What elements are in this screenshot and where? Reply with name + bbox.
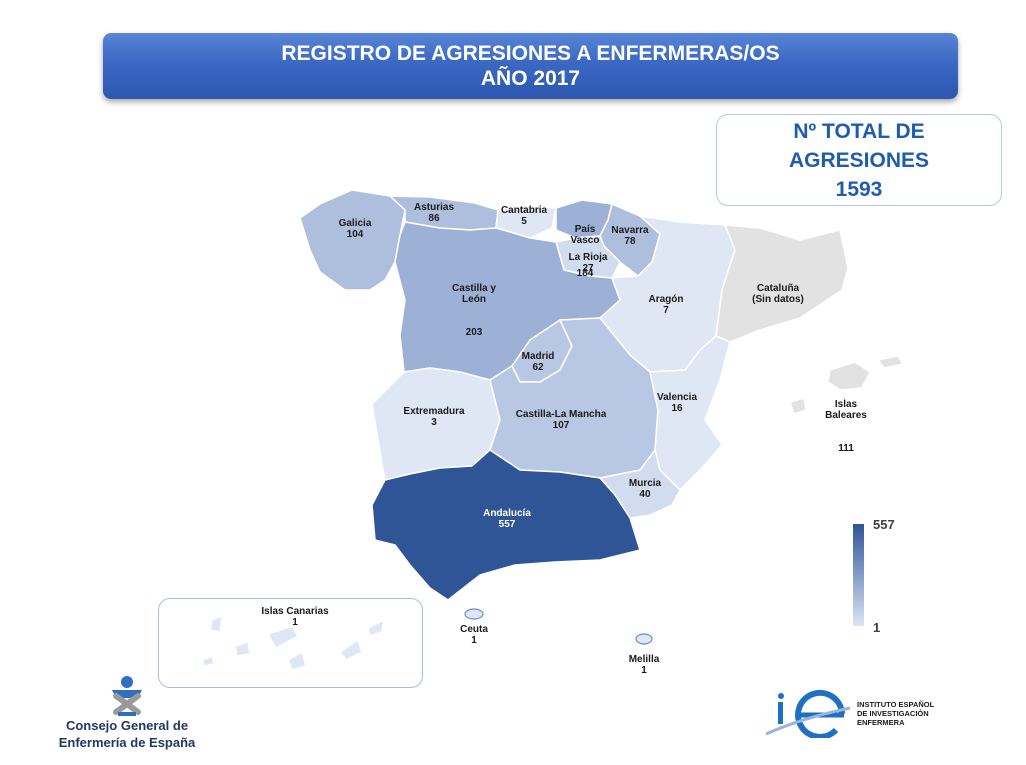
iie-name: INSTITUTO ESPAÑOL DE INVESTIGACIÓN ENFER… — [857, 700, 934, 727]
region-andalucia[interactable] — [371, 449, 641, 601]
legend-min: 1 — [873, 620, 881, 635]
region-baleares-ibiza[interactable] — [789, 397, 807, 415]
label-castilla-mancha: Castilla-La Mancha 107 — [516, 409, 607, 431]
region-canarias-5[interactable] — [287, 651, 307, 671]
andalucia-name: Andalucía — [483, 508, 531, 519]
label-castilla-leon: Castilla y León 203 — [452, 261, 496, 349]
castilla-leon-value: 203 — [465, 327, 483, 338]
murcia-value: 40 — [639, 489, 651, 500]
castilla-mancha-value: 107 — [552, 420, 570, 431]
cge-logo-icon — [112, 676, 142, 716]
valencia-value: 16 — [671, 403, 683, 414]
region-baleares-mallorca[interactable] — [827, 361, 871, 391]
region-canarias-1[interactable] — [209, 615, 223, 633]
cantabria-name: Cantabria — [500, 205, 548, 216]
label-cataluna: Cataluña (Sin datos) — [752, 261, 804, 316]
melilla-name: Melilla — [628, 654, 660, 665]
total-value: 1593 — [835, 177, 883, 201]
canarias-name: Islas Canarias — [261, 606, 329, 617]
label-extremadura: Extremadura 3 — [403, 406, 464, 428]
ceuta-value: 1 — [471, 635, 477, 646]
title-line-2: AÑO 2017 — [480, 67, 581, 90]
label-navarra: Navarra 78 — [611, 225, 648, 247]
total-label-line-1: Nº TOTAL DE — [793, 119, 925, 143]
madrid-value: 62 — [532, 362, 544, 373]
canarias-value: 1 — [292, 617, 298, 628]
label-murcia: Murcia 40 — [629, 478, 661, 500]
label-ceuta: Ceuta 1 — [460, 624, 488, 646]
melilla-value: 1 — [641, 665, 647, 676]
label-canarias: Islas Canarias 1 — [261, 606, 328, 628]
label-andalucia: Andalucía 557 — [483, 508, 531, 530]
label-asturias: Asturias 86 — [414, 202, 454, 224]
galicia-value: 104 — [346, 229, 364, 240]
title-line-1: REGISTRO DE AGRESIONES A ENFERMERAS/OS — [281, 42, 780, 65]
label-la-rioja: La Rioja 27 — [569, 252, 608, 274]
region-melilla[interactable] — [635, 633, 653, 645]
label-aragon: Aragón 7 — [649, 294, 684, 316]
asturias-name: Asturias — [413, 202, 455, 213]
andalucia-value: 557 — [498, 519, 516, 530]
label-pais-vasco: País Vasco 184 — [571, 202, 600, 290]
galicia-name: Galicia — [338, 218, 372, 229]
canarias-inset-box — [158, 598, 423, 688]
region-valencia[interactable] — [649, 335, 731, 491]
label-valencia: Valencia 16 — [657, 392, 697, 414]
iie-line-2: DE INVESTIGACIÓN — [857, 709, 929, 718]
murcia-name: Murcia — [628, 478, 662, 489]
navarra-name: Navarra — [611, 225, 649, 236]
cge-line-2: Enfermería de España — [58, 735, 196, 750]
valencia-name: Valencia — [656, 392, 698, 403]
extremadura-name: Extremadura — [403, 406, 465, 417]
label-madrid: Madrid 62 — [522, 351, 555, 373]
region-ceuta[interactable] — [464, 608, 484, 620]
castilla-leon-name: Castilla y León — [452, 283, 496, 305]
madrid-name: Madrid — [521, 351, 555, 362]
iie-line-3: ENFERMERA — [857, 718, 905, 727]
navarra-value: 78 — [624, 236, 636, 247]
legend-max: 557 — [873, 517, 895, 532]
label-cantabria: Cantabria 5 — [501, 205, 547, 227]
cataluna-name: Cataluña (Sin datos) — [752, 283, 804, 305]
castilla-mancha-name: Castilla-La Mancha — [515, 409, 607, 420]
label-melilla: Melilla 1 — [629, 654, 660, 676]
region-canarias-4[interactable] — [267, 625, 299, 649]
color-scale-legend — [853, 524, 864, 626]
cge-line-1: Consejo General de — [65, 718, 189, 733]
region-canarias-3[interactable] — [234, 641, 251, 657]
region-canarias-2[interactable] — [201, 655, 215, 667]
baleares-value: 111 — [838, 443, 854, 454]
extremadura-value: 3 — [431, 417, 437, 428]
title-bar: REGISTRO DE AGRESIONES A ENFERMERAS/OS A… — [103, 33, 958, 99]
la-rioja-value: 27 — [582, 263, 594, 274]
aragon-value: 7 — [663, 305, 669, 316]
pais-vasco-value: 184 — [576, 268, 594, 279]
cge-name: Consejo General de Enfermería de España — [48, 717, 206, 751]
ceuta-name: Ceuta — [460, 624, 488, 635]
cantabria-value: 5 — [521, 216, 527, 227]
baleares-name: Islas Baleares — [825, 399, 867, 421]
iie-logo-icon — [765, 689, 851, 738]
iie-line-1: INSTITUTO ESPAÑOL — [857, 700, 935, 709]
label-baleares: Islas Baleares 111 — [825, 377, 867, 465]
label-galicia: Galicia 104 — [339, 218, 372, 240]
region-baleares-menorca[interactable] — [877, 355, 904, 369]
region-cataluna[interactable] — [715, 224, 849, 343]
region-canarias-7[interactable] — [367, 619, 385, 637]
total-aggressions-box: Nº TOTAL DE AGRESIONES 1593 — [716, 114, 1002, 206]
asturias-value: 86 — [428, 213, 440, 224]
total-label-line-2: AGRESIONES — [788, 148, 930, 172]
region-canarias-6[interactable] — [339, 639, 363, 661]
pais-vasco-name: País Vasco — [570, 224, 600, 246]
aragon-name: Aragón — [648, 294, 684, 305]
la-rioja-name: La Rioja — [568, 252, 608, 263]
region-galicia[interactable] — [299, 189, 406, 291]
